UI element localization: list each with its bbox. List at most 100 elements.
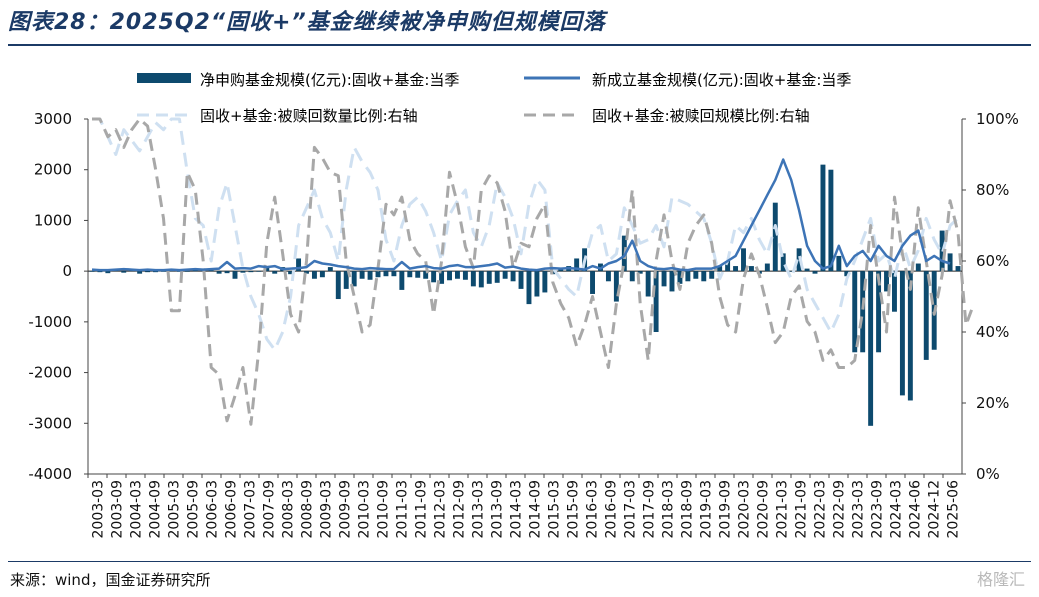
net-subscription-bar <box>844 271 850 277</box>
net-subscription-bar <box>923 271 929 360</box>
y-left-tick-label: -4000 <box>28 465 72 483</box>
net-subscription-bar <box>407 271 413 278</box>
net-subscription-bar <box>367 271 373 280</box>
y-right-tick-label: 100% <box>976 110 1019 128</box>
y-left-tick-label: 3000 <box>34 110 72 128</box>
x-tick-label: 2023-09 <box>870 480 886 539</box>
net-subscription-bar <box>590 271 595 294</box>
redeem-scale-ratio-line <box>92 117 976 426</box>
x-tick-label: 2021-09 <box>794 480 810 539</box>
net-subscription-bar <box>574 258 580 272</box>
net-subscription-bar <box>907 271 913 401</box>
y-right-tick-label: 20% <box>976 394 1009 412</box>
source-note: 来源：wind，国金证券研究所 <box>10 571 211 589</box>
net-subscription-bar <box>899 271 905 396</box>
net-subscription-bar <box>693 271 699 279</box>
x-tick-label: 2019-03 <box>699 480 715 539</box>
x-tick-label: 2012-09 <box>452 480 468 539</box>
net-subscription-bar <box>510 271 516 282</box>
net-subscription-bar <box>669 271 675 292</box>
x-tick-label: 2010-03 <box>357 480 373 539</box>
net-subscription-bar <box>343 271 349 289</box>
chart-title: 图表28：2025Q2“固收+”基金继续被净申购但规模回落 <box>8 10 606 35</box>
x-tick-label: 2007-09 <box>262 480 278 539</box>
net-subscription-bar <box>121 271 127 273</box>
y-right-tick-label: 60% <box>976 252 1009 270</box>
x-tick-label: 2011-09 <box>414 480 430 539</box>
net-subscription-bar <box>502 271 508 279</box>
legend-swatch-bar <box>137 73 191 83</box>
net-subscription-bar <box>232 271 238 279</box>
x-tick-label: 2004-09 <box>148 480 164 539</box>
net-subscription-bar <box>168 270 174 272</box>
net-subscription-bar <box>518 271 524 289</box>
net-subscription-bar <box>439 271 445 284</box>
y-right-tick-label: 80% <box>976 181 1009 199</box>
net-subscription-bar <box>319 271 325 278</box>
x-tick-label: 2024-03 <box>889 480 905 539</box>
net-subscription-bar <box>725 261 731 272</box>
net-subscription-bar <box>184 271 190 272</box>
new-issue-scale-line <box>91 158 951 272</box>
net-subscription-bar <box>741 248 746 272</box>
net-subscription-bar <box>526 271 532 305</box>
x-tick-label: 2021-03 <box>775 480 791 539</box>
net-subscription-bar <box>399 271 405 290</box>
net-subscription-bar <box>153 271 158 273</box>
x-tick-label: 2010-09 <box>376 480 392 539</box>
net-subscription-bar <box>455 271 460 279</box>
net-subscription-bar <box>256 271 262 272</box>
net-subscription-bar <box>534 271 540 297</box>
net-subscription-bar <box>780 253 786 272</box>
net-subscription-bar <box>176 271 182 272</box>
net-subscription-bar <box>216 271 222 274</box>
x-tick-label: 2016-09 <box>604 480 620 539</box>
x-tick-label: 2011-03 <box>395 480 411 539</box>
net-subscription-bar <box>89 271 95 272</box>
chart-canvas: 净申购基金规模(亿元):固收+基金:当季 新成立基金规模(亿元):固收+基金:当… <box>28 71 1019 539</box>
x-tick-label: 2019-09 <box>718 480 734 539</box>
legend-label-bar: 净申购基金规模(亿元):固收+基金:当季 <box>200 71 459 89</box>
net-subscription-bar <box>145 271 151 273</box>
x-tick-label: 2017-09 <box>642 480 658 539</box>
net-subscription-bar <box>470 271 476 287</box>
net-subscription-bar <box>828 169 834 272</box>
net-subscription-bar <box>764 263 770 272</box>
net-subscription-bar <box>375 271 381 278</box>
net-subscription-bar <box>431 271 437 283</box>
x-tick-label: 2022-09 <box>832 480 848 539</box>
net-subscription-bar <box>812 271 818 274</box>
net-subscription-bar <box>748 266 754 272</box>
y-left-tick-label: 0 <box>62 262 72 280</box>
x-tick-label: 2015-09 <box>566 480 582 539</box>
net-subscription-bar <box>264 266 270 272</box>
net-subscription-bar <box>645 271 651 297</box>
net-subscription-bar <box>772 202 778 272</box>
x-tick-label: 2004-03 <box>129 480 145 539</box>
redeem-count-ratio-line <box>92 117 960 352</box>
x-tick-label: 2014-03 <box>509 480 525 539</box>
net-subscription-bar <box>788 271 794 272</box>
net-subscription-bar <box>955 266 961 272</box>
net-subscription-bar <box>423 271 429 279</box>
net-subscription-bar <box>304 271 309 274</box>
net-subscription-bar <box>605 271 611 282</box>
x-tick-label: 2025-06 <box>946 480 962 539</box>
net-subscription-bar <box>685 271 691 282</box>
x-tick-label: 2007-03 <box>243 480 259 539</box>
y-left-tick-label: 2000 <box>34 161 72 179</box>
x-tick-label: 2022-03 <box>813 480 829 539</box>
legend-label-redeem-count: 固收+基金:被赎回数量比例:右轴 <box>200 107 418 125</box>
net-subscription-bar <box>558 268 564 272</box>
net-subscription-bar <box>486 271 492 284</box>
net-subscription-bar <box>272 271 278 274</box>
net-subscription-bar <box>836 255 842 272</box>
net-subscription-bar <box>447 271 452 281</box>
x-tick-label: 2008-09 <box>300 480 316 539</box>
x-tick-label: 2005-03 <box>167 480 183 539</box>
x-tick-label: 2003-03 <box>91 480 107 539</box>
net-subscription-bar <box>224 271 230 274</box>
net-subscription-bar <box>311 271 317 279</box>
x-tick-label: 2005-09 <box>186 480 202 539</box>
net-subscription-bar <box>733 266 739 272</box>
